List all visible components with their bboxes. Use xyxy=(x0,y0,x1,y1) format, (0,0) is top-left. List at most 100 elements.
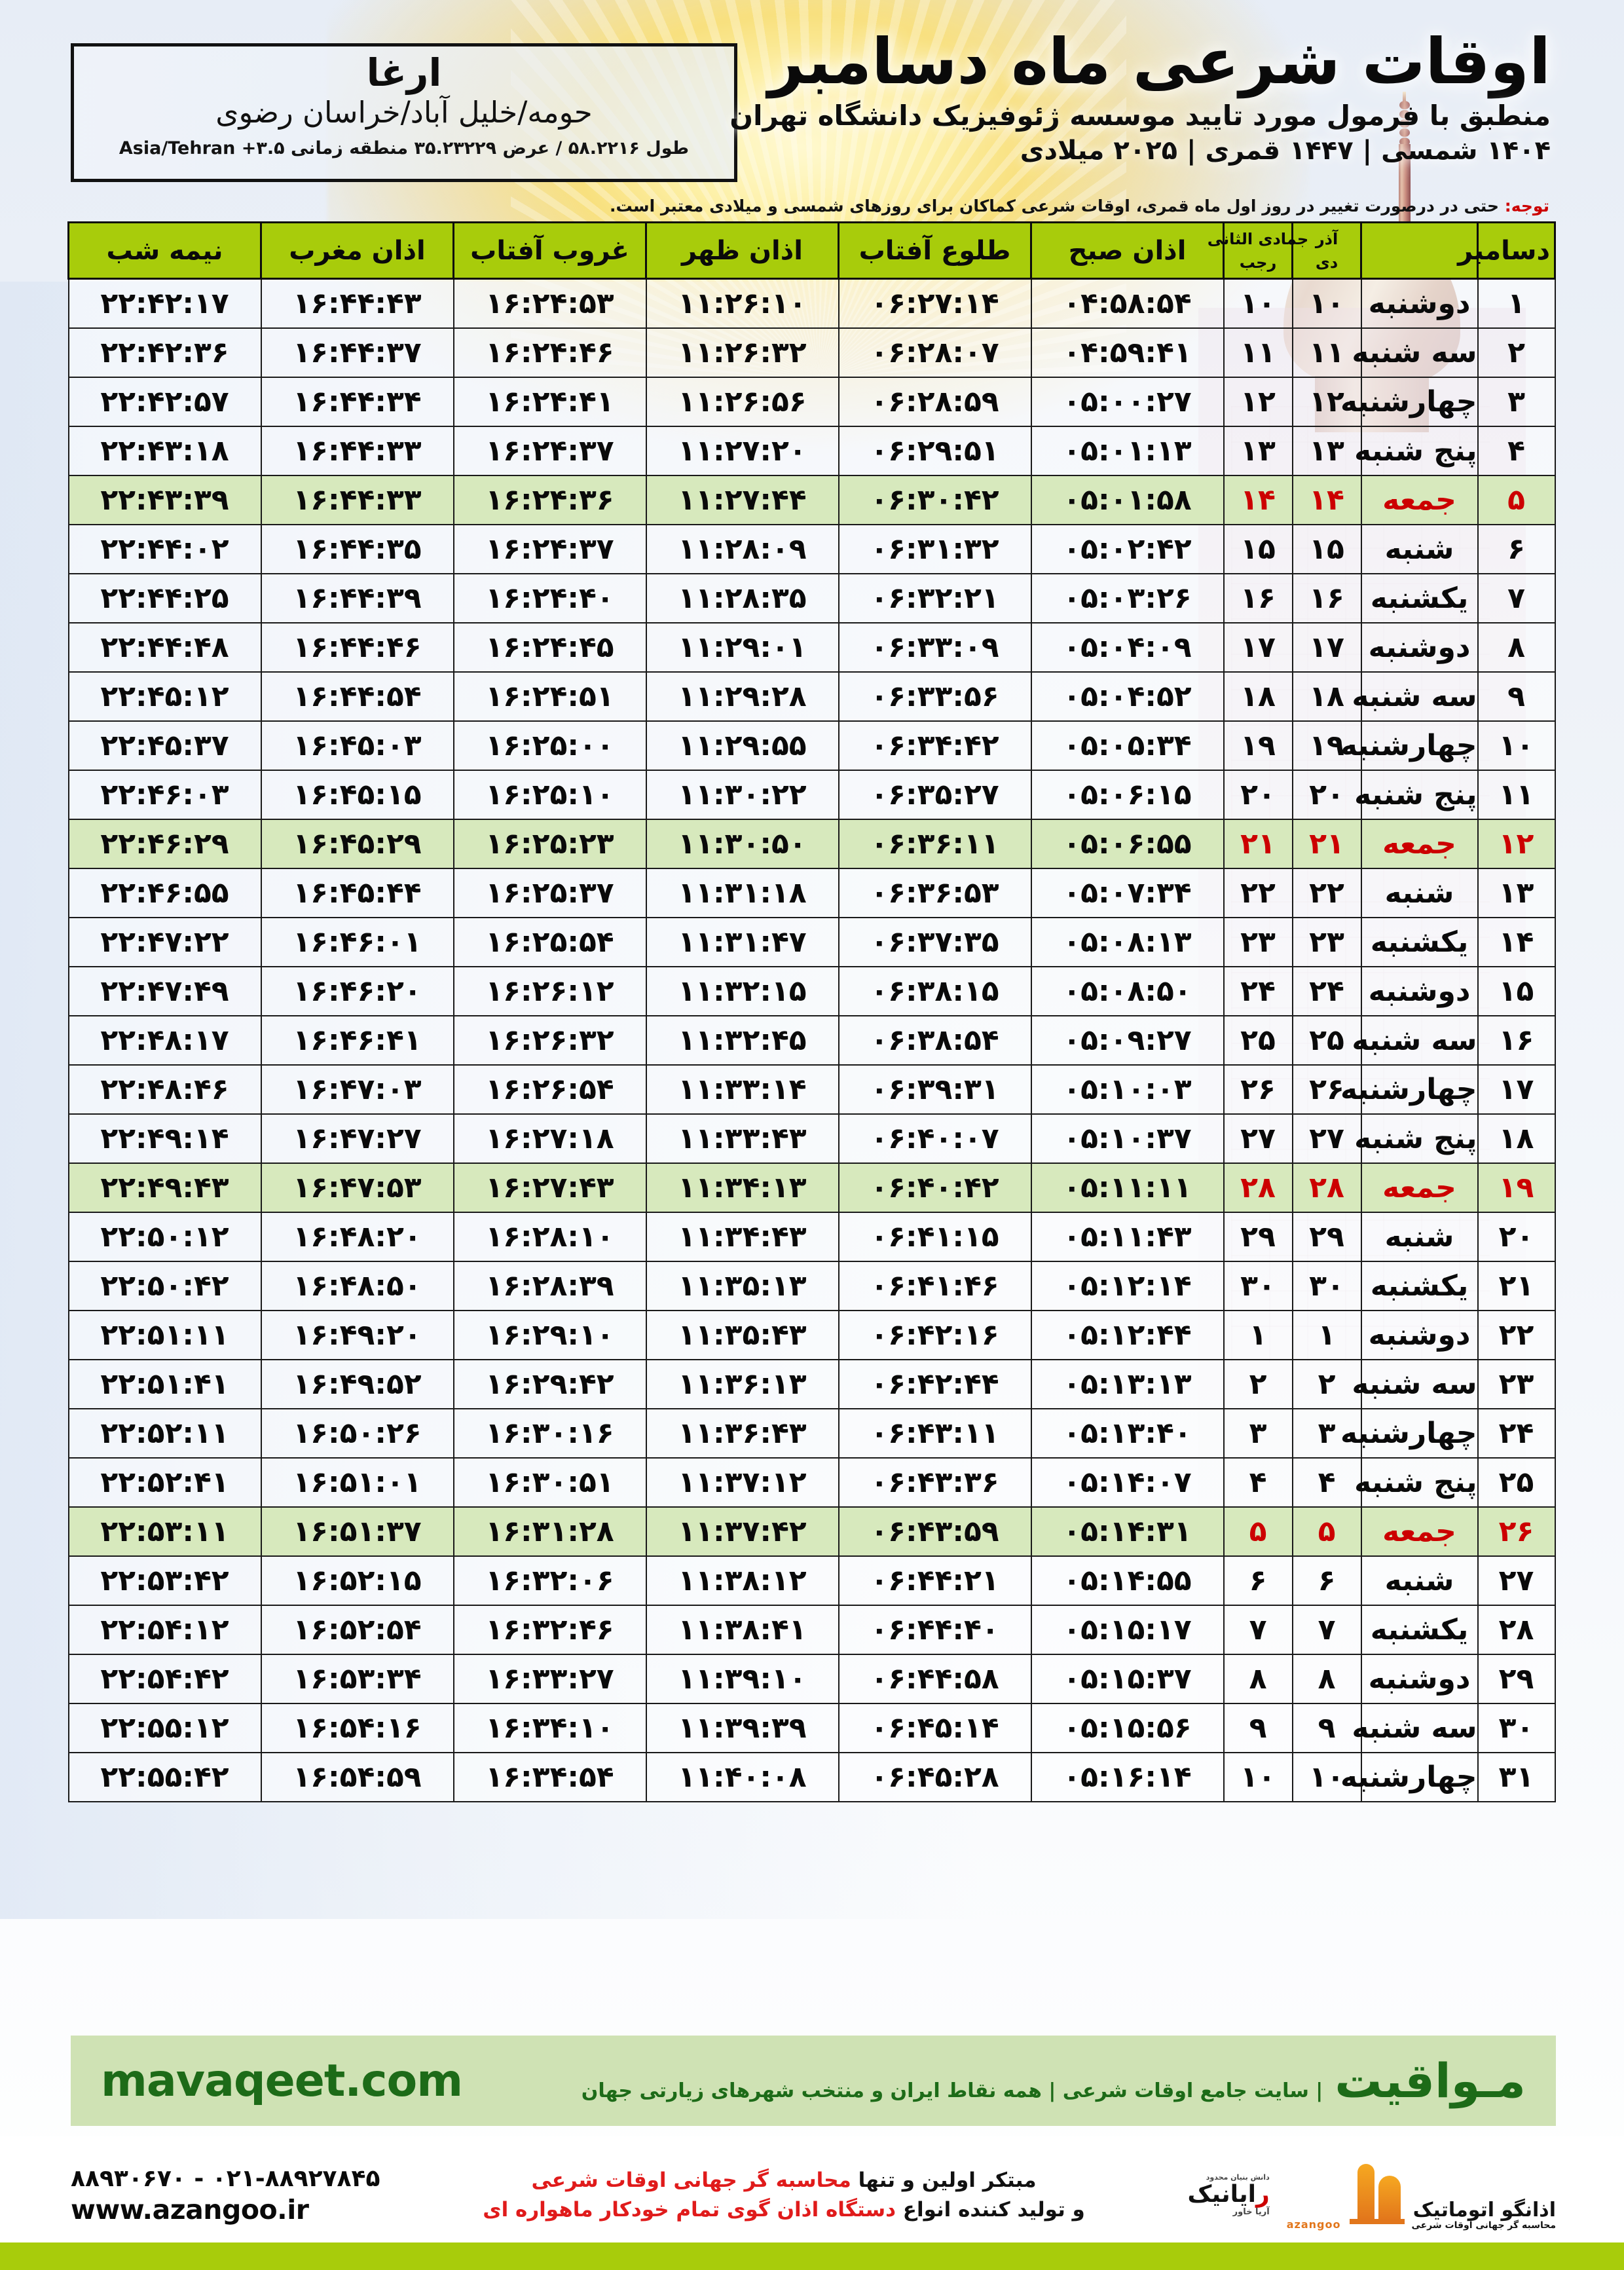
cell-sunset-time: ۱۶:۳۰:۱۶ xyxy=(452,1407,647,1459)
cell-fajr-time: ۰۴:۵۸:۵۴ xyxy=(1030,278,1225,329)
cell-jalali-day: ۲۱ xyxy=(1291,818,1362,869)
cell-midnight-time: ۲۲:۵۳:۴۲ xyxy=(67,1555,262,1606)
hijri-month-top: جمادی الثانی xyxy=(1207,229,1309,248)
cell-maghrib-time: ۱۶:۵۲:۱۵ xyxy=(260,1555,454,1606)
cell-sunset-time: ۱۶:۳۳:۲۷ xyxy=(452,1653,647,1704)
cell-weekday: سه شنبه xyxy=(1352,1702,1479,1753)
marketing-line-1: مبتکر اولین و تنها محاسبه گر جهانی اوقات… xyxy=(483,2166,1085,2195)
cell-hijri-day: ۲۴ xyxy=(1223,965,1293,1016)
cell-gregorian-day: ۱۰ xyxy=(1477,720,1556,771)
cell-fajr-time: ۰۵:۰۶:۵۵ xyxy=(1030,818,1225,869)
cell-weekday: یکشنبه xyxy=(1360,916,1479,967)
table-row: ۲۵ پنج شنبه ۴ ۴ ۰۵:۱۴:۰۷ ۰۶:۴۳:۳۶ ۱۱:۳۷:۱۲ ۱۶:۳… xyxy=(67,1457,1556,1508)
cell-maghrib-time: ۱۶:۴۶:۰۱ xyxy=(260,916,454,967)
cell-gregorian-day: ۱۲ xyxy=(1477,818,1556,869)
cell-jalali-day: ۱۱ xyxy=(1291,327,1362,378)
cell-weekday: یکشنبه xyxy=(1360,1260,1479,1311)
cell-maghrib-time: ۱۶:۴۸:۵۰ xyxy=(260,1260,454,1311)
cell-dhuhr-time: ۱۱:۳۶:۴۳ xyxy=(645,1407,840,1459)
cell-dhuhr-time: ۱۱:۲۶:۱۰ xyxy=(645,278,840,329)
table-row: ۲۴ چهارشنبه ۳ ۳ ۰۵:۱۳:۴۰ ۰۶:۴۳:۱۱ ۱۱:۳۶:۴۳ ۱۶:۳… xyxy=(67,1407,1556,1459)
cell-jalali-day: ۲۹ xyxy=(1291,1211,1362,1262)
promo-tagline: | سایت جامع اوقات شرعی | همه نقاط ایران … xyxy=(581,2079,1323,2102)
disclaimer-note: توجه: حتی در درصورت تغییر در روز اول ماه… xyxy=(71,196,1553,215)
table-header-row: دسامبر آذر دی جمادی الثانی رجب xyxy=(67,221,1556,280)
cell-gregorian-day: ۲۸ xyxy=(1477,1604,1556,1655)
cell-gregorian-day: ۶ xyxy=(1477,523,1556,574)
cell-jalali-day: ۲۰ xyxy=(1291,769,1362,820)
cell-jalali-day: ۱۵ xyxy=(1291,523,1362,574)
cell-sunset-time: ۱۶:۲۶:۳۲ xyxy=(452,1014,647,1066)
cell-weekday: دوشنبه xyxy=(1360,278,1479,329)
cell-hijri-day: ۱۰ xyxy=(1223,278,1293,329)
cell-gregorian-day: ۲ xyxy=(1477,327,1556,378)
table-row: ۱۴ یکشنبه ۲۳ ۲۳ ۰۵:۰۸:۱۳ ۰۶:۳۷:۳۵ ۱۱:۳۱:۴۷ ۱۶:۲… xyxy=(67,916,1556,967)
cell-maghrib-time: ۱۶:۴۷:۵۳ xyxy=(260,1162,454,1213)
table-row: ۱۱ پنج شنبه ۲۰ ۲۰ ۰۵:۰۶:۱۵ ۰۶:۳۵:۲۷ ۱۱:۳۰:۲۲ ۱۶… xyxy=(67,769,1556,820)
cell-sunrise-time: ۰۶:۴۳:۱۱ xyxy=(838,1407,1032,1459)
table-row: ۱۲ جمعه ۲۱ ۲۱ ۰۵:۰۶:۵۵ ۰۶:۳۶:۱۱ ۱۱:۳۰:۵۰ ۱۶:۲۵:… xyxy=(67,818,1556,869)
table-row: ۱ دوشنبه ۱۰ ۱۰ ۰۴:۵۸:۵۴ ۰۶:۲۷:۱۴ ۱۱:۲۶:۱۰ ۱۶:۲۴… xyxy=(67,278,1556,329)
azangoo-logo-title: اذانگو اتوماتیک xyxy=(1412,2198,1556,2222)
cell-hijri-day: ۲۹ xyxy=(1223,1211,1293,1262)
cell-weekday: چهارشنبه xyxy=(1340,376,1479,427)
cell-maghrib-time: ۱۶:۴۴:۳۹ xyxy=(260,572,454,623)
cell-sunrise-time: ۰۶:۴۲:۱۶ xyxy=(838,1309,1032,1360)
cell-hijri-day: ۲۲ xyxy=(1223,867,1293,918)
cell-sunset-time: ۱۶:۲۸:۳۹ xyxy=(452,1260,647,1311)
cell-fajr-time: ۰۵:۱۴:۳۱ xyxy=(1030,1506,1225,1557)
cell-weekday: شنبه xyxy=(1360,867,1479,918)
rayaneek-logo-rest: ایانیک xyxy=(1187,2181,1256,2208)
cell-midnight-time: ۲۲:۵۱:۱۱ xyxy=(67,1309,262,1360)
cell-gregorian-day: ۸ xyxy=(1477,622,1556,673)
table-row: ۳۱ چهارشنبه ۱۰ ۱۰ ۰۵:۱۶:۱۴ ۰۶:۴۵:۲۸ ۱۱:۴۰:۰۸ ۱۶… xyxy=(67,1751,1556,1802)
cell-fajr-time: ۰۵:۰۶:۱۵ xyxy=(1030,769,1225,820)
cell-weekday: چهارشنبه xyxy=(1340,720,1479,771)
cell-midnight-time: ۲۲:۵۳:۱۱ xyxy=(67,1506,262,1557)
cell-jalali-day: ۸ xyxy=(1291,1653,1362,1704)
cell-sunrise-time: ۰۶:۴۳:۳۶ xyxy=(838,1457,1032,1508)
cell-hijri-day: ۳ xyxy=(1223,1407,1293,1459)
cell-jalali-day: ۱ xyxy=(1291,1309,1362,1360)
cell-gregorian-day: ۲۷ xyxy=(1477,1555,1556,1606)
col-header-gregorian-day: دسامبر xyxy=(1458,221,1556,280)
cell-maghrib-time: ۱۶:۴۴:۳۳ xyxy=(260,474,454,525)
col-header-maghrib: اذان مغرب xyxy=(260,221,454,280)
table-row: ۵ جمعه ۱۴ ۱۴ ۰۵:۰۱:۵۸ ۰۶:۳۰:۴۲ ۱۱:۲۷:۴۴ ۱۶:۲۴:۳… xyxy=(67,474,1556,525)
cell-weekday: جمعه xyxy=(1360,1162,1479,1213)
cell-sunset-time: ۱۶:۲۴:۴۱ xyxy=(452,376,647,427)
page-subtitle: منطبق با فرمول مورد تایید موسسه ژئوفیزیک… xyxy=(729,99,1551,132)
cell-fajr-time: ۰۵:۰۱:۱۳ xyxy=(1030,425,1225,476)
cell-gregorian-day: ۱ xyxy=(1477,278,1556,329)
cell-jalali-day: ۳ xyxy=(1291,1407,1362,1459)
promo-brand-name: مـواقیت xyxy=(1335,2053,1526,2108)
cell-sunset-time: ۱۶:۲۴:۳۷ xyxy=(452,523,647,574)
cell-gregorian-day: ۲۰ xyxy=(1477,1211,1556,1262)
cell-sunset-time: ۱۶:۲۵:۳۷ xyxy=(452,867,647,918)
cell-maghrib-time: ۱۶:۴۷:۰۳ xyxy=(260,1064,454,1115)
cell-hijri-day: ۱ xyxy=(1223,1309,1293,1360)
jalali-month-top: آذر xyxy=(1315,229,1338,248)
cell-hijri-day: ۲۱ xyxy=(1223,818,1293,869)
cell-weekday: پنج شنبه xyxy=(1354,1113,1479,1164)
cell-dhuhr-time: ۱۱:۳۵:۱۳ xyxy=(645,1260,840,1311)
promo-website-link[interactable]: mavaqeet.com xyxy=(101,2055,463,2107)
cell-weekday: پنج شنبه xyxy=(1354,1457,1479,1508)
cell-jalali-day: ۳۰ xyxy=(1291,1260,1362,1311)
cell-maghrib-time: ۱۶:۵۱:۰۱ xyxy=(260,1457,454,1508)
cell-fajr-time: ۰۵:۱۳:۴۰ xyxy=(1030,1407,1225,1459)
cell-sunset-time: ۱۶:۲۹:۱۰ xyxy=(452,1309,647,1360)
rayaneek-logo: دانش بنیان محدود رایانیک آریا خاور xyxy=(1187,2173,1270,2217)
cell-hijri-day: ۲۷ xyxy=(1223,1113,1293,1164)
cell-maghrib-time: ۱۶:۴۷:۲۷ xyxy=(260,1113,454,1164)
cell-maghrib-time: ۱۶:۴۹:۲۰ xyxy=(260,1309,454,1360)
cell-weekday: جمعه xyxy=(1360,474,1479,525)
cell-gregorian-day: ۱۳ xyxy=(1477,867,1556,918)
cell-sunset-time: ۱۶:۲۵:۵۴ xyxy=(452,916,647,967)
website-url[interactable]: www.azangoo.ir xyxy=(71,2193,309,2225)
cell-fajr-time: ۰۵:۱۳:۱۳ xyxy=(1030,1358,1225,1409)
cell-sunset-time: ۱۶:۳۰:۵۱ xyxy=(452,1457,647,1508)
cell-sunrise-time: ۰۶:۳۹:۳۱ xyxy=(838,1064,1032,1115)
table-row: ۲۸ یکشنبه ۷ ۷ ۰۵:۱۵:۱۷ ۰۶:۴۴:۴۰ ۱۱:۳۸:۴۱ ۱۶:۳۲:… xyxy=(67,1604,1556,1655)
rayaneek-logo-top: دانش بنیان محدود xyxy=(1206,2173,1270,2182)
